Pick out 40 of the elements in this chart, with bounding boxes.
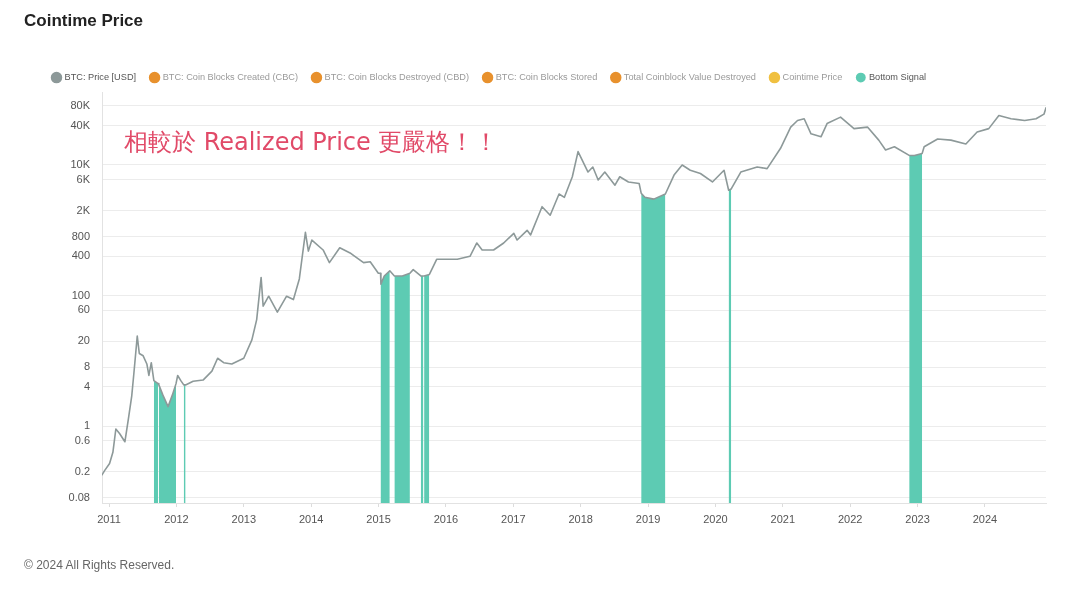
- x-tick-label: 2016: [433, 512, 459, 525]
- y-tick-label: 40K: [70, 118, 91, 131]
- y-tick-label: 0.08: [68, 491, 90, 503]
- y-tick-label: 800: [71, 229, 90, 242]
- legend-label: Bottom Signal: [868, 72, 927, 83]
- legend-label: BTC: Coin Blocks Stored: [495, 72, 598, 83]
- y-tick-label: 2K: [76, 203, 91, 216]
- y-tick-label: 0.2: [74, 465, 90, 477]
- legend-label: BTC: Coin Blocks Destroyed (CBD): [324, 72, 470, 83]
- y-tick-label: 20: [77, 334, 90, 347]
- y-tick-label: 400: [71, 249, 90, 262]
- y-tick-label: 4: [83, 380, 90, 392]
- text: © 2024 All Rights Reserved.: [24, 558, 175, 572]
- y-tick-label: 6K: [76, 172, 91, 185]
- x-tick-label: 2020: [703, 512, 728, 525]
- y-tick-label: 0.6: [74, 433, 90, 446]
- legend-label: BTC: Price [USD]: [64, 72, 137, 83]
- x-tick-label: 2018: [568, 512, 593, 525]
- x-tick-label: 2021: [770, 512, 795, 525]
- y-tick-label: 60: [77, 303, 90, 316]
- x-tick-label: 2015: [366, 512, 391, 525]
- x-tick-label: 2022: [837, 512, 863, 525]
- x-tick-label: 2024: [972, 512, 998, 525]
- y-tick-label: 1: [83, 419, 90, 432]
- x-tick-label: 2012: [164, 512, 189, 525]
- x-tick-label: 2011: [97, 512, 121, 525]
- chart-title: Cointime Price: [24, 11, 144, 31]
- annotation: 相較於 Realized Price 更嚴格！！: [124, 128, 499, 157]
- y-tick-label: 8: [83, 360, 90, 373]
- legend-label: Cointime Price: [782, 72, 843, 83]
- legend-label: BTC: Coin Blocks Created (CBC): [162, 72, 298, 83]
- x-tick-label: 2017: [501, 512, 526, 525]
- x-tick-label: 2019: [635, 512, 661, 525]
- y-tick-label: 80K: [70, 99, 91, 112]
- x-tick-label: 2014: [298, 512, 324, 525]
- x-tick-label: 2023: [905, 512, 930, 525]
- legend-label: Total Coinblock Value Destroyed: [623, 72, 756, 83]
- x-tick-label: 2013: [231, 512, 257, 525]
- y-tick-label: 100: [71, 288, 90, 301]
- y-tick-label: 10K: [70, 158, 91, 171]
